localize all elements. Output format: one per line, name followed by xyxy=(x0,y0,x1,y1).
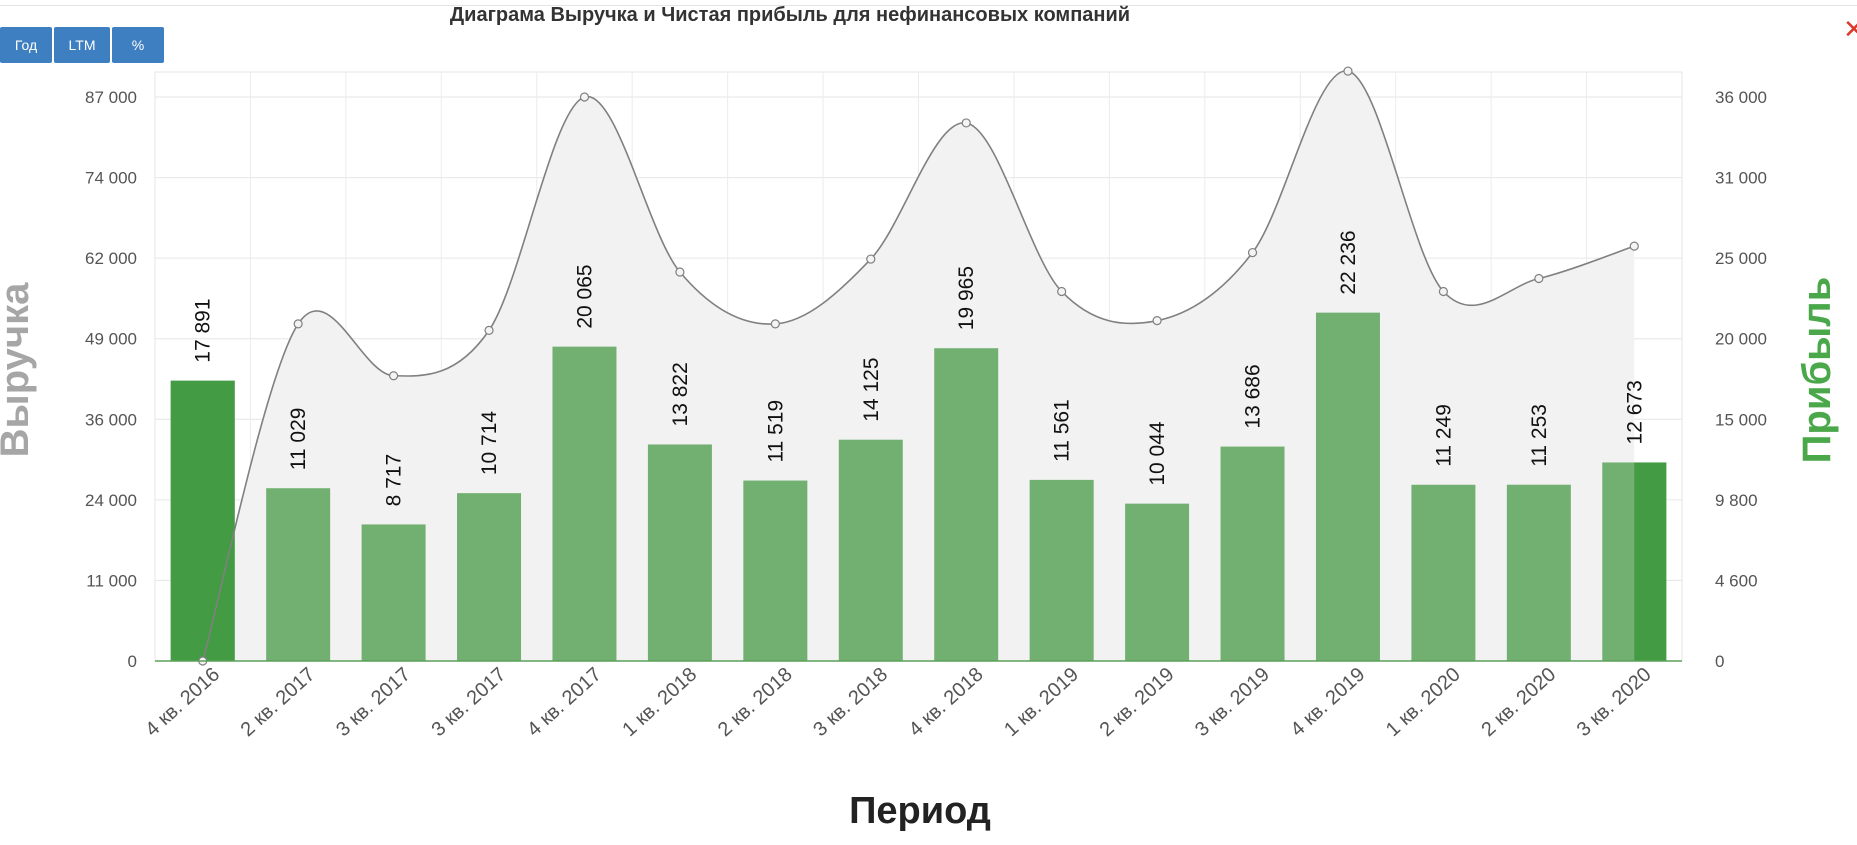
x-tick-label: 4 кв. 2017 xyxy=(523,663,606,741)
left-tick-label: 87 000 xyxy=(85,88,137,107)
x-tick-label: 2 кв. 2017 xyxy=(237,663,320,741)
profit-bar xyxy=(1125,503,1190,661)
revenue-point xyxy=(1534,273,1544,284)
bar-value-label: 10 044 xyxy=(1146,421,1169,486)
x-axis-title: Период xyxy=(849,790,991,832)
bar-value-label: 22 236 xyxy=(1337,230,1360,294)
x-tick-label: 1 кв. 2020 xyxy=(1382,663,1465,741)
left-tick-label: 24 000 xyxy=(85,491,137,510)
right-tick-label: 0 xyxy=(1715,652,1724,671)
profit-bar xyxy=(457,493,522,661)
revenue-point xyxy=(579,92,590,102)
bar-value-label: 10 714 xyxy=(478,411,501,476)
right-tick-label: 20 000 xyxy=(1715,330,1767,349)
bar-value-label: 12 673 xyxy=(1623,380,1646,444)
profit-bar xyxy=(361,524,426,661)
profit-bar xyxy=(1411,484,1476,661)
x-tick-label: 3 кв. 2018 xyxy=(809,663,892,741)
ltm-button[interactable]: LTM xyxy=(54,27,110,63)
bar-value-label: 11 561 xyxy=(1051,399,1074,462)
profit-bar-highlight xyxy=(1634,462,1667,661)
profit-bar xyxy=(552,346,617,661)
right-tick-label: 36 000 xyxy=(1715,88,1767,107)
x-tick-label: 4 кв. 2018 xyxy=(905,663,988,741)
right-tick-label: 25 000 xyxy=(1715,249,1767,268)
revenue-point xyxy=(1343,66,1353,76)
revenue-point xyxy=(961,118,971,128)
right-tick-label: 4 600 xyxy=(1715,571,1758,590)
x-tick-label: 3 кв. 2019 xyxy=(1191,663,1274,741)
left-tick-label: 0 xyxy=(128,652,137,671)
profit-bar xyxy=(647,444,712,661)
top-divider xyxy=(0,5,1857,6)
bar-value-label: 11 519 xyxy=(764,400,787,463)
x-tick-label: 3 кв. 2017 xyxy=(332,663,415,741)
x-tick-label: 4 кв. 2019 xyxy=(1286,663,1369,741)
revenue-point xyxy=(1152,316,1162,326)
right-tick-label: 31 000 xyxy=(1715,169,1767,188)
bar-value-label: 20 065 xyxy=(573,264,596,328)
revenue-point xyxy=(484,325,494,335)
profit-bar xyxy=(743,480,808,661)
revenue-point xyxy=(1247,247,1258,258)
bar-value-label: 11 249 xyxy=(1432,404,1455,467)
left-tick-label: 49 000 xyxy=(85,330,137,349)
profit-bar-highlight xyxy=(170,380,235,661)
left-tick-label: 74 000 xyxy=(85,169,137,188)
left-tick-label: 11 000 xyxy=(86,571,137,590)
x-tick-label: 3 кв. 2017 xyxy=(428,663,511,741)
revenue-point xyxy=(1057,286,1067,297)
profit-bar xyxy=(1506,484,1571,661)
profit-bar xyxy=(838,439,903,661)
x-tick-label: 3 кв. 2020 xyxy=(1573,663,1656,741)
close-icon[interactable]: ✕ xyxy=(1843,14,1857,44)
revenue-point xyxy=(293,319,303,329)
mode-button-group: Год LTM % xyxy=(0,27,164,63)
left-tick-label: 36 000 xyxy=(85,410,137,429)
left-tick-label: 62 000 xyxy=(85,249,137,268)
bar-value-label: 14 125 xyxy=(860,357,883,421)
revenue-point xyxy=(866,254,876,264)
x-tick-label: 1 кв. 2018 xyxy=(618,663,701,741)
revenue-point xyxy=(1438,286,1449,297)
revenue-line xyxy=(201,70,1635,662)
profit-bar xyxy=(1029,479,1094,661)
revenue-point xyxy=(388,371,399,381)
bar-value-label: 17 891 xyxy=(192,298,215,362)
profit-bar xyxy=(266,488,331,661)
profit-bar xyxy=(1315,312,1380,661)
right-tick-label: 9 800 xyxy=(1715,491,1758,510)
revenue-point xyxy=(675,267,685,277)
bar-value-label: 13 686 xyxy=(1242,364,1265,428)
bar-value-label: 8 717 xyxy=(383,454,406,507)
profit-bar xyxy=(934,348,999,661)
x-tick-label: 2 кв. 2018 xyxy=(714,663,797,741)
chart-title: Диаграма Выручка и Чистая прибыль для не… xyxy=(449,4,1131,26)
right-tick-label: 15 000 xyxy=(1715,410,1767,429)
year-button[interactable]: Год xyxy=(0,27,52,63)
x-tick-label: 2 кв. 2019 xyxy=(1096,663,1179,741)
x-tick-label: 2 кв. 2020 xyxy=(1477,663,1560,741)
bar-value-label: 11 253 xyxy=(1528,404,1551,467)
bar-value-label: 19 965 xyxy=(955,266,978,330)
right-axis-title: Прибыль xyxy=(1795,277,1839,464)
x-tick-label: 1 кв. 2019 xyxy=(1000,663,1083,741)
bar-value-label: 11 029 xyxy=(287,408,310,471)
percent-button[interactable]: % xyxy=(112,27,164,63)
profit-bar xyxy=(1220,446,1285,661)
revenue-point xyxy=(770,319,780,329)
revenue-point xyxy=(1629,241,1639,251)
x-tick-label: 4 кв. 2016 xyxy=(141,663,224,741)
bar-value-label: 13 822 xyxy=(669,362,692,426)
left-axis-title: Выручка xyxy=(0,282,37,457)
